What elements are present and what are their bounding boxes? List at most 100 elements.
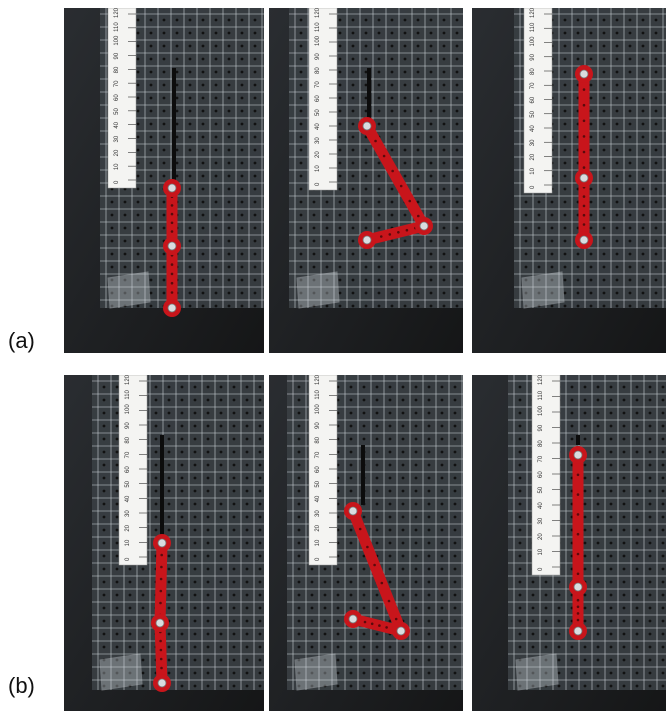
ruler-tick-label: 30 [315, 137, 321, 144]
grid-hole [232, 528, 236, 532]
grid-hole [310, 645, 314, 649]
bolt [362, 121, 372, 131]
grid-hole [377, 265, 381, 269]
grid-hole [299, 44, 303, 48]
grid-hole [654, 44, 658, 48]
grid-hole [388, 658, 392, 662]
grid-hole [388, 645, 392, 649]
grid-hole [362, 658, 366, 662]
guide-slot [576, 435, 580, 445]
grid-hole [128, 580, 132, 584]
ruler-tick-label: 30 [125, 510, 131, 517]
grid-hole [401, 476, 405, 480]
grid-hole [193, 671, 197, 675]
bolt [573, 582, 583, 592]
grid-hole [149, 70, 153, 74]
grid-hole [180, 502, 184, 506]
link-hole [408, 199, 412, 203]
grid-hole [416, 83, 420, 87]
grid-hole [654, 252, 658, 256]
grid-hole [377, 96, 381, 100]
grid-hole [338, 135, 342, 139]
grid-hole [193, 528, 197, 532]
grid-hole [550, 252, 554, 256]
grid-hole [377, 18, 381, 22]
grid-hole [390, 70, 394, 74]
grid-hole [455, 187, 459, 191]
grid-hole [149, 187, 153, 191]
grid-hole [531, 606, 535, 610]
ruler-tick-label: 40 [315, 123, 321, 130]
guide-slot [160, 435, 164, 545]
grid-hole [622, 632, 626, 636]
grid-hole [518, 385, 522, 389]
grid-hole [531, 619, 535, 623]
grid-hole [453, 645, 457, 649]
grid-hole [214, 18, 218, 22]
grid-hole [609, 450, 613, 454]
grid-hole [232, 515, 236, 519]
grid-hole [362, 567, 366, 571]
grid-hole [245, 411, 249, 415]
grid-hole [193, 502, 197, 506]
grid-hole [563, 278, 567, 282]
grid-hole [258, 489, 262, 493]
grid-hole [390, 200, 394, 204]
grid-hole [401, 437, 405, 441]
grid-hole [615, 174, 619, 178]
grid-hole [427, 593, 431, 597]
grid-hole [442, 109, 446, 113]
grid-hole [403, 174, 407, 178]
grid-hole [544, 593, 548, 597]
grid-hole [364, 161, 368, 165]
grid-hole [455, 31, 459, 35]
grid-hole [414, 554, 418, 558]
grid-hole [628, 57, 632, 61]
grid-hole [141, 632, 145, 636]
grid-hole [214, 304, 218, 308]
grid-hole [258, 411, 262, 415]
grid-hole [351, 226, 355, 230]
grid-hole [214, 135, 218, 139]
ruler-tick-label: 90 [530, 53, 536, 60]
grid-hole [453, 502, 457, 506]
grid-hole [219, 489, 223, 493]
grid-hole [576, 44, 580, 48]
grid-hole [232, 554, 236, 558]
grid-hole [297, 658, 301, 662]
grid-hole [537, 213, 541, 217]
grid-hole [414, 502, 418, 506]
grid-hole [253, 96, 257, 100]
grid-hole [661, 554, 665, 558]
grid-hole [154, 437, 158, 441]
grid-hole [193, 593, 197, 597]
grid-hole [245, 671, 249, 675]
grid-hole [214, 161, 218, 165]
grid-hole [416, 239, 420, 243]
grid-hole [661, 645, 665, 649]
grid-hole [628, 174, 632, 178]
grid-hole [175, 70, 179, 74]
grid-hole [442, 187, 446, 191]
grid-hole [297, 398, 301, 402]
grid-hole [596, 541, 600, 545]
grid-hole [377, 226, 381, 230]
grid-hole [596, 619, 600, 623]
grid-hole [401, 684, 405, 688]
grid-hole [576, 252, 580, 256]
grid-hole [214, 174, 218, 178]
link-hole [394, 617, 398, 621]
grid-hole [338, 226, 342, 230]
grid-hole [110, 200, 114, 204]
ruler-tick-label: 120 [125, 375, 131, 385]
grid-hole [364, 70, 368, 74]
grid-hole [401, 593, 405, 597]
grid-hole [136, 31, 140, 35]
grid-hole [115, 541, 119, 545]
grid-hole [641, 187, 645, 191]
grid-hole [258, 450, 262, 454]
grid-hole [102, 619, 106, 623]
grid-hole [351, 187, 355, 191]
grid-hole [206, 541, 210, 545]
grid-hole [557, 606, 561, 610]
